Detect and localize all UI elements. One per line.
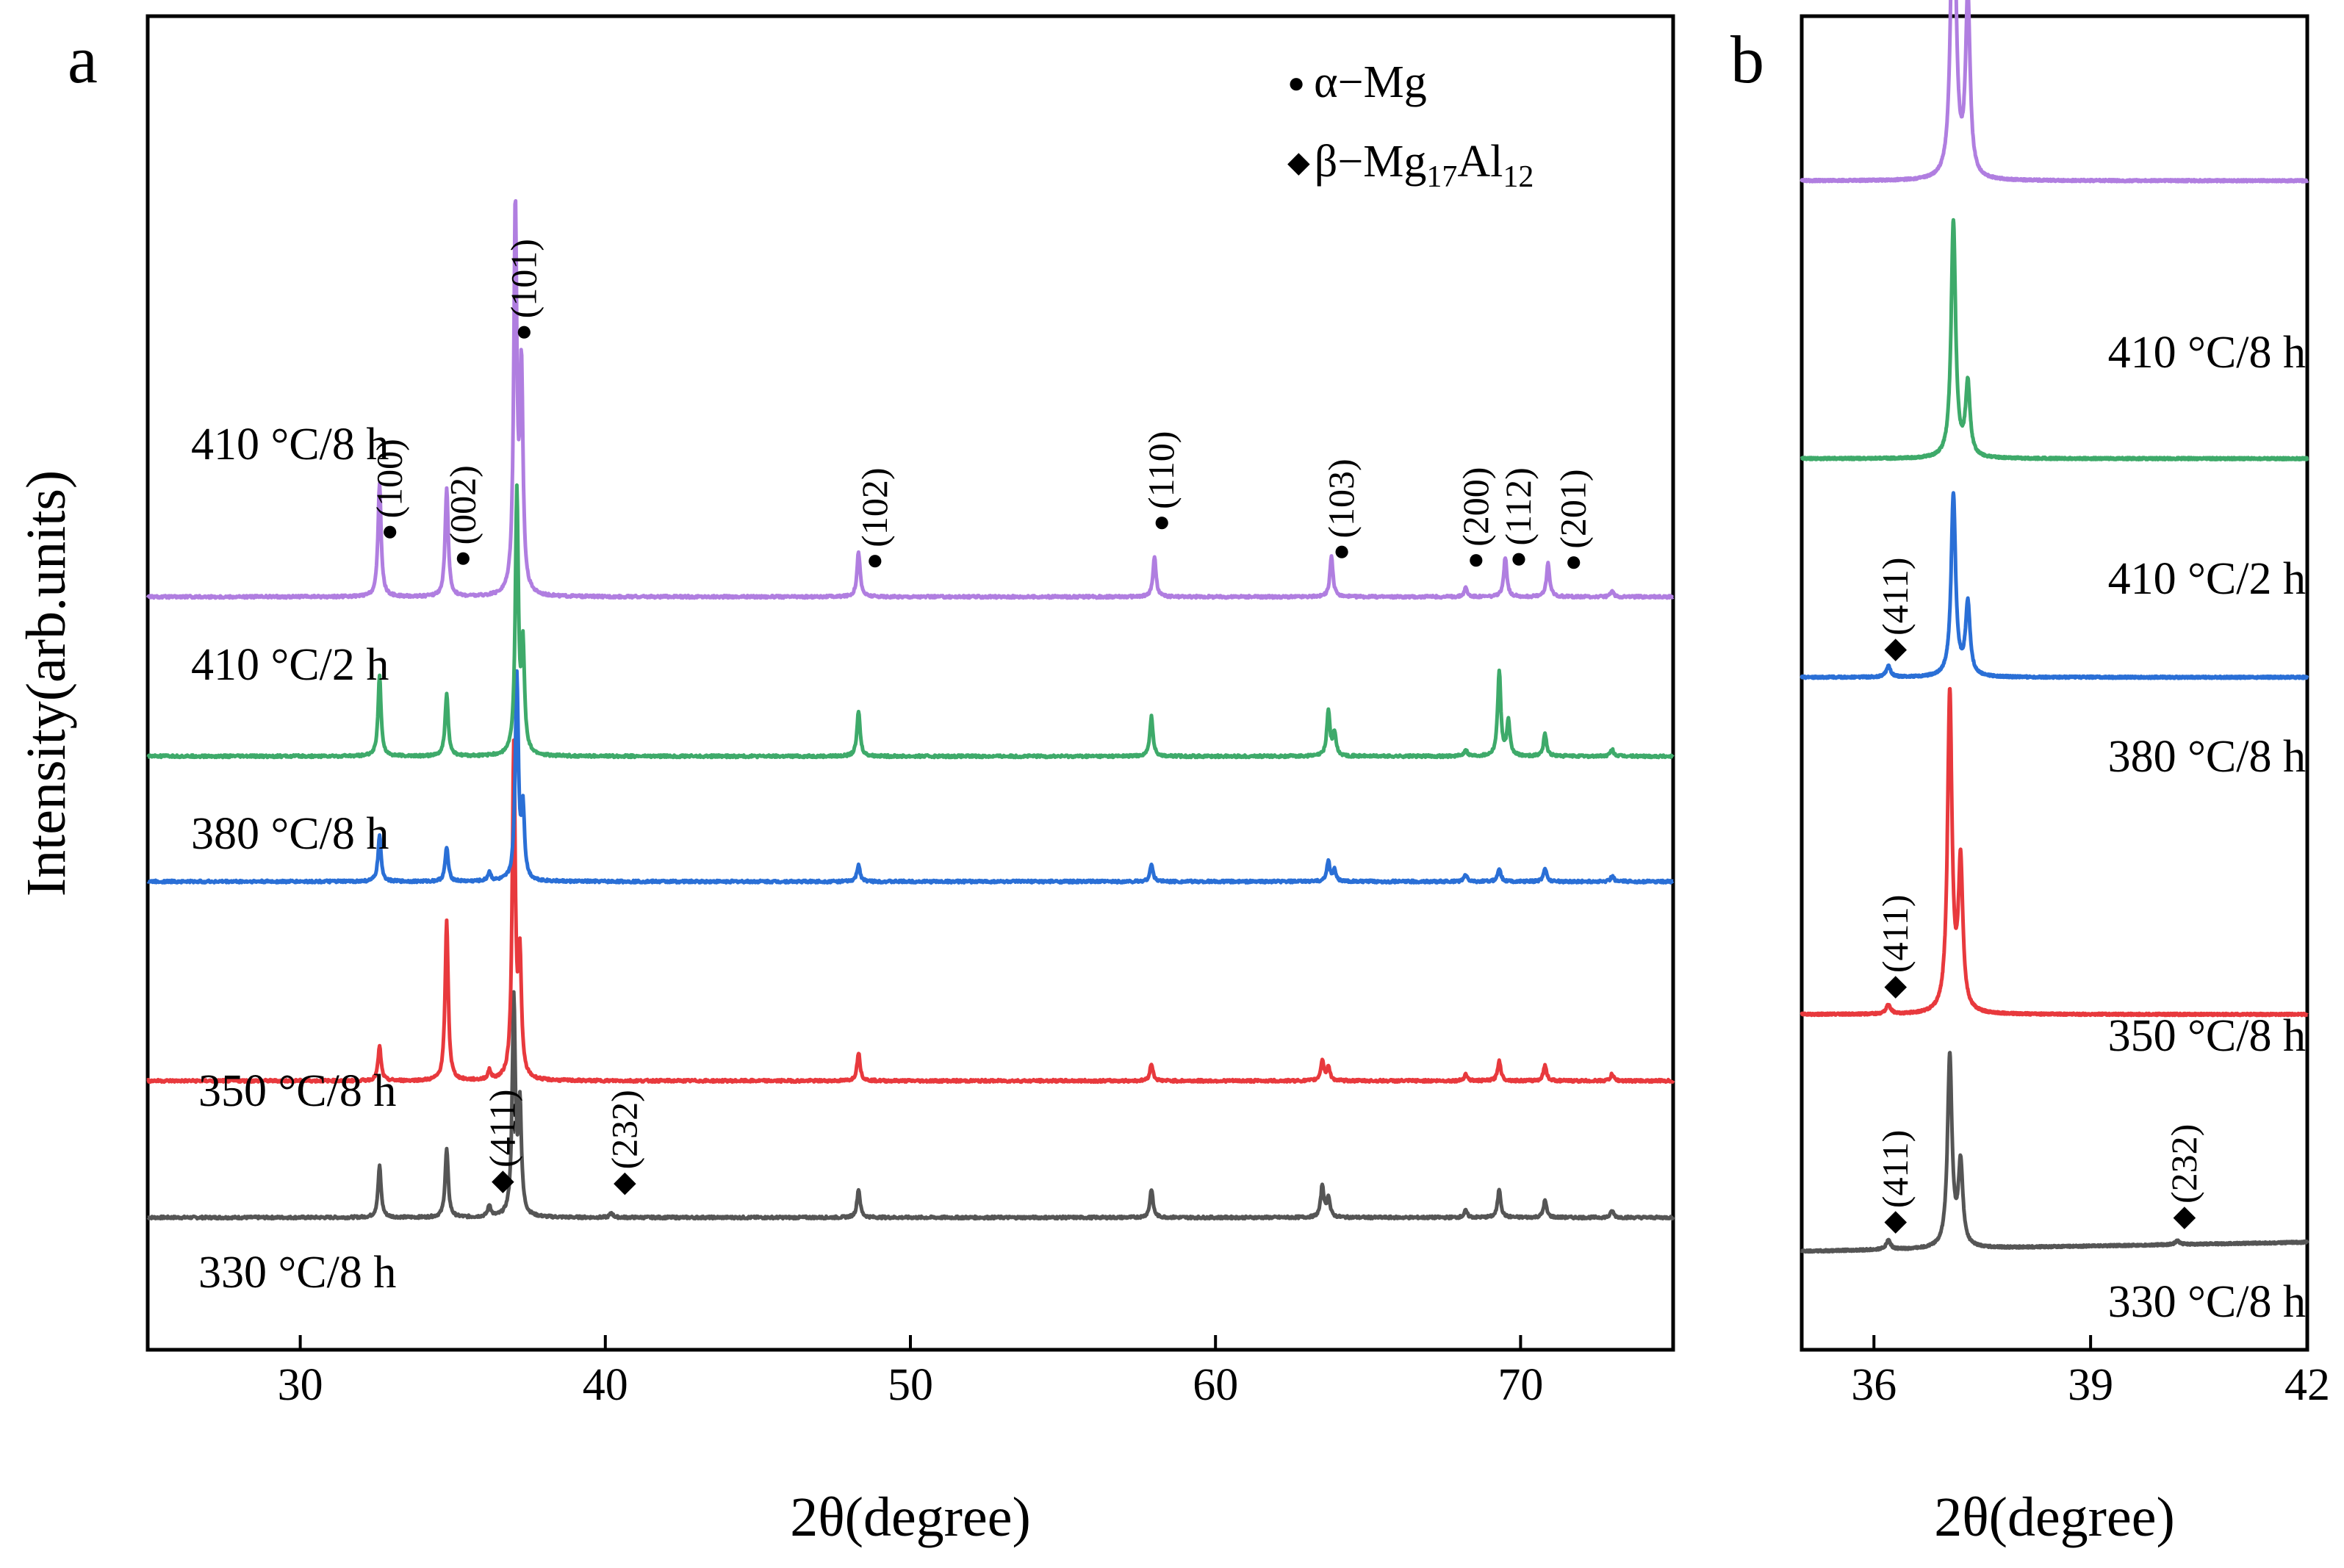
panel-b-peak-annotation: ◆(411)	[1874, 895, 1916, 1001]
phase-marker: ◆	[1884, 968, 1907, 1001]
phase-marker: ●	[1510, 542, 1528, 575]
panel-b-series-label: 380 °C/8 h	[2108, 732, 2306, 782]
legend-subscript: 12	[1503, 160, 1534, 194]
panel-b-peak-annotation: ◆(411)	[1874, 558, 1916, 664]
miller-index-label: (411)	[481, 1090, 522, 1168]
panel-b-pattern-350-8h	[1800, 686, 2309, 1018]
panel-a-x-tick-label: 60	[1193, 1360, 1238, 1410]
miller-index-label: (102)	[854, 468, 895, 547]
phase-marker: ●	[381, 514, 399, 547]
panel-b-x-tick-label: 42	[2284, 1360, 2330, 1410]
panel-a-peak-annotation: ◆(232)	[603, 1090, 644, 1198]
panel-b-x-tick-label: 36	[1851, 1360, 1897, 1410]
legend-subscript: 17	[1426, 160, 1457, 194]
phase-marker: ●	[866, 543, 884, 576]
panel-a-pattern-330-8h	[146, 990, 1675, 1221]
miller-index-label: (201)	[1553, 469, 1594, 548]
phase-marker: ◆	[492, 1163, 514, 1196]
panel-a-peak-annotation: ◆(411)	[481, 1090, 522, 1196]
legend-phase-text: Al	[1457, 137, 1503, 187]
panel-a: a Intensity(arb.units) 2θ(degree) 30 40 …	[15, 14, 1675, 1548]
phase-marker: ◆	[614, 1165, 636, 1198]
panel-a-y-axis-title: Intensity(arb.units)	[15, 470, 77, 896]
legend-entry-beta-phase: ◆β−Mg17Al12	[1287, 137, 1534, 194]
panel-a-series-label: 410 °C/2 h	[191, 640, 389, 690]
panel-b-series-label: 410 °C/2 h	[2108, 554, 2306, 604]
phase-marker: ●	[454, 540, 472, 573]
panel-a-x-tick-label: 70	[1498, 1360, 1543, 1410]
panel-a-peak-annotation: ●(102)	[854, 468, 895, 576]
miller-index-label: (110)	[1140, 431, 1182, 509]
legend-phase-text: −Mg	[1338, 57, 1427, 107]
panel-a-peak-annotation: ●(201)	[1553, 469, 1594, 577]
miller-index-label: (411)	[1874, 558, 1916, 636]
panel-a-pattern-410-2h	[146, 483, 1675, 760]
panel-a-series-label: 350 °C/8 h	[198, 1066, 396, 1116]
panel-a-label: a	[68, 22, 98, 97]
legend-symbol: ●	[1287, 66, 1305, 99]
miller-index-label: (103)	[1320, 458, 1362, 538]
miller-index-label: (100)	[369, 439, 410, 518]
panel-a-pattern-350-8h	[146, 738, 1675, 1085]
panel-a-series-label: 380 °C/8 h	[191, 809, 389, 859]
panel-a-peak-annotation: ●(200)	[1455, 467, 1496, 575]
phase-marker: ◆	[1884, 631, 1907, 664]
legend-phase-letter: β	[1315, 137, 1338, 187]
panel-b-series-label: 350 °C/8 h	[2108, 1011, 2306, 1061]
miller-index-label: (200)	[1455, 467, 1496, 547]
panel-a-pattern-410-8h	[145, 199, 1675, 600]
miller-index-label: (101)	[503, 239, 544, 318]
panel-a-peak-annotation: ●(100)	[369, 439, 410, 547]
phase-marker: ●	[1467, 542, 1485, 575]
legend-phase-text: −Mg	[1337, 137, 1426, 187]
panel-a-x-tick-label: 50	[888, 1360, 933, 1410]
panel-a-peak-annotation: ●(112)	[1498, 467, 1539, 574]
panel-a-peak-annotation: ●(002)	[442, 465, 483, 573]
phase-marker: ●	[1565, 544, 1583, 578]
panel-b-label: b	[1730, 22, 1764, 97]
panel-b-x-tick-label: 39	[2068, 1360, 2113, 1410]
legend: ● α−Mg ◆β−Mg17Al12	[1287, 57, 1534, 194]
legend-symbol: ◆	[1287, 145, 1310, 179]
miller-index-label: (112)	[1498, 467, 1539, 545]
phase-marker: ●	[1333, 534, 1351, 567]
panel-b-pattern-330-8h	[1800, 1051, 2309, 1254]
miller-index-label: (232)	[2163, 1124, 2204, 1204]
phase-marker: ◆	[1884, 1204, 1907, 1237]
panel-a-peak-annotation: ●(101)	[503, 239, 544, 347]
phase-marker: ◆	[2174, 1199, 2196, 1232]
panel-a-series-label: 330 °C/8 h	[198, 1248, 396, 1298]
miller-index-label: (002)	[442, 465, 483, 544]
miller-index-label: (411)	[1874, 1130, 1916, 1208]
miller-index-label: (232)	[603, 1090, 644, 1169]
panel-a-pattern-380-8h	[146, 669, 1675, 885]
panel-b-frame	[1800, 14, 2309, 1352]
panel-b-pattern-410-2h	[1800, 217, 2309, 461]
miller-index-label: (411)	[1874, 895, 1916, 973]
panel-a-series-label: 410 °C/8 h	[191, 420, 389, 470]
panel-a-x-axis-title: 2θ(degree)	[790, 1486, 1031, 1548]
phase-marker: ●	[515, 314, 533, 347]
panel-a-x-tick-label: 40	[583, 1360, 628, 1410]
panel-a-peak-annotation: ●(103)	[1320, 458, 1362, 567]
phase-marker: ●	[1153, 505, 1171, 538]
panel-b: b 2θ(degree) 36 39 42 330 °C/8 h 350 °C/…	[1730, 0, 2330, 1548]
panel-a-x-tick-label: 30	[278, 1360, 323, 1410]
panel-b-pattern-380-8h	[1800, 491, 2309, 680]
panel-b-series-label: 410 °C/8 h	[2108, 328, 2306, 378]
panel-b-series-label: 330 °C/8 h	[2108, 1277, 2306, 1327]
legend-phase-letter: α	[1314, 57, 1337, 107]
panel-b-peak-annotation: ◆(411)	[1874, 1130, 1916, 1237]
panel-a-peak-annotation: ●(110)	[1140, 431, 1182, 538]
panel-b-pattern-410-8h	[1800, 0, 2309, 184]
panel-b-peak-annotation: ◆(232)	[2163, 1124, 2204, 1232]
panel-b-x-axis-title: 2θ(degree)	[1934, 1486, 2175, 1548]
legend-entry-alpha-mg: ● α−Mg	[1287, 57, 1427, 107]
